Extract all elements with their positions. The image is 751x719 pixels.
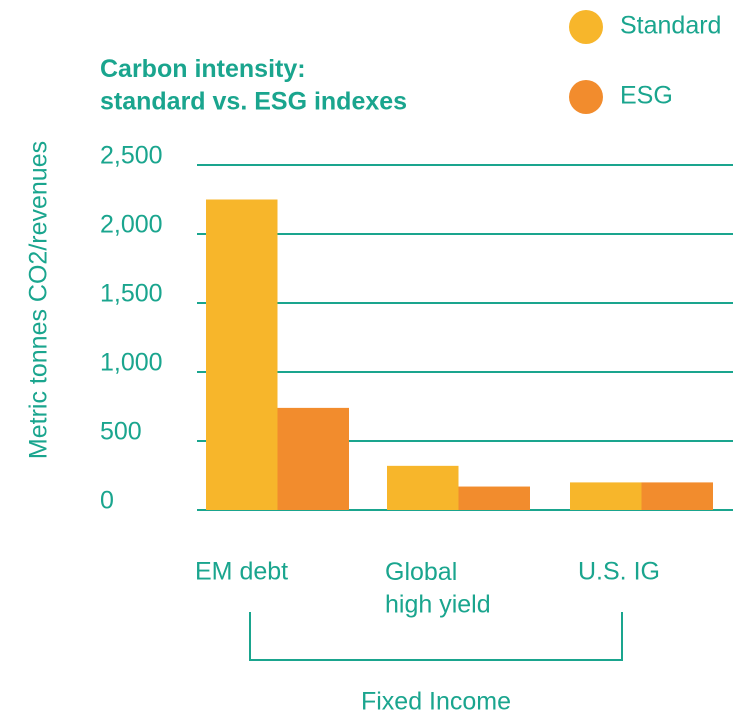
x-tick-label: Global high yield bbox=[385, 558, 491, 619]
x-tick-label: EM debt bbox=[195, 558, 288, 586]
y-tick-label: 2,000 bbox=[100, 211, 163, 239]
y-axis-label: Metric tonnes CO2/revenues bbox=[25, 141, 53, 459]
y-tick-label: 0 bbox=[100, 487, 114, 515]
group-label: Fixed Income bbox=[361, 688, 511, 716]
bar bbox=[570, 482, 642, 510]
y-tick-label: 1,500 bbox=[100, 280, 163, 308]
y-tick-label: 2,500 bbox=[100, 142, 163, 170]
legend-swatch bbox=[569, 80, 603, 114]
bar bbox=[277, 407, 349, 510]
x-tick-label: U.S. IG bbox=[578, 558, 660, 586]
bar bbox=[641, 482, 713, 510]
bar bbox=[387, 465, 459, 510]
legend-label: ESG bbox=[620, 82, 673, 110]
legend-label: Standard bbox=[620, 12, 721, 40]
bar bbox=[206, 199, 278, 510]
group-bracket bbox=[249, 612, 623, 661]
y-tick-label: 500 bbox=[100, 418, 142, 446]
chart-title: Carbon intensity: standard vs. ESG indexe… bbox=[100, 55, 407, 116]
legend-swatch bbox=[569, 10, 603, 44]
y-tick-label: 1,000 bbox=[100, 349, 163, 377]
bar bbox=[458, 486, 530, 510]
